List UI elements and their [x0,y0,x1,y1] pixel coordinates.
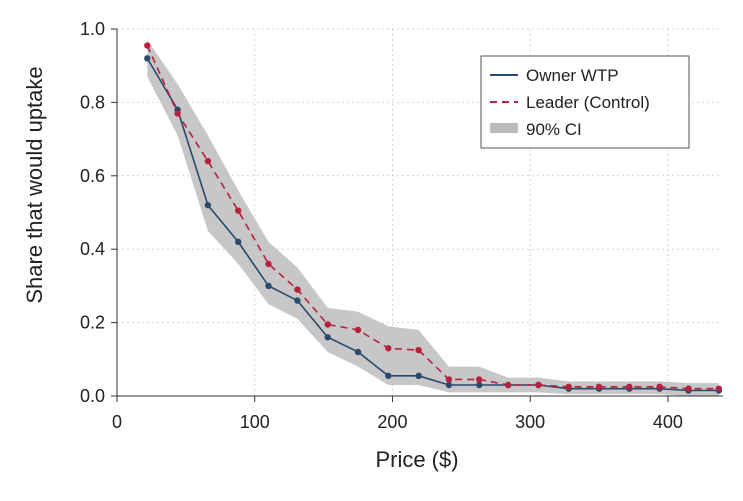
x-tick-label: 400 [653,412,683,432]
data-point-leader-control [385,345,392,352]
data-point-owner-wtp [204,201,212,209]
y-tick-label: 0.8 [80,92,105,112]
data-point-leader-control [294,286,301,293]
data-point-leader-control [445,376,453,383]
tick-labels: 0 100 200 300 400 0.0 0.2 0.4 0.6 0.8 1.0 [80,19,683,432]
data-point-leader-control [144,42,151,49]
data-point-owner-wtp [445,381,453,389]
y-tick-label: 0.0 [80,386,105,406]
legend-label-leader-control: Leader (Control) [526,93,650,112]
data-point-leader-control [685,385,692,392]
legend-label-owner-wtp: Owner WTP [526,66,619,85]
data-point-leader-control [595,383,603,391]
y-axis-label: Share that would uptake [22,66,47,303]
data-point-leader-control [565,383,572,391]
series-line-leader-control [146,45,719,390]
axes [111,28,723,402]
y-tick-label: 1.0 [80,19,105,39]
data-point-owner-wtp [235,238,242,246]
data-point-leader-control [174,110,181,117]
y-tick-label: 0.4 [80,239,105,259]
data-point-leader-control [415,346,422,354]
legend-label-ci: 90% CI [526,120,582,139]
data-point-leader-control [626,383,633,391]
data-point-owner-wtp [385,372,392,380]
x-tick-label: 300 [515,412,545,432]
x-axis-label: Price ($) [375,447,458,472]
data-point-leader-control [656,383,663,391]
data-point-leader-control [504,381,512,389]
legend: Owner WTP Leader (Control) 90% CI [480,55,690,149]
x-tick-label: 100 [240,412,270,432]
data-point-leader-control [354,326,362,334]
ci-band [147,40,719,396]
series-layer [144,42,723,394]
y-tick-label: 0.6 [80,166,105,186]
data-point-leader-control [715,385,723,392]
data-point-leader-control [476,376,483,383]
x-tick-label: 0 [112,412,122,432]
data-point-leader-control [265,260,272,268]
series-line-owner-wtp [146,57,719,392]
data-point-owner-wtp [265,282,272,290]
confidence-band-layer [147,40,719,396]
data-point-leader-control [235,207,242,214]
data-point-owner-wtp [294,297,301,304]
legend-swatch-ci [490,123,518,133]
data-point-leader-control [204,157,212,165]
data-point-owner-wtp [324,334,331,341]
data-point-owner-wtp [144,55,151,62]
data-point-owner-wtp [354,348,362,356]
data-point-leader-control [324,321,331,328]
data-point-leader-control [535,381,542,389]
x-tick-label: 200 [377,412,407,432]
data-point-owner-wtp [415,372,422,380]
data-point-owner-wtp [476,381,483,389]
y-tick-label: 0.2 [80,313,105,333]
